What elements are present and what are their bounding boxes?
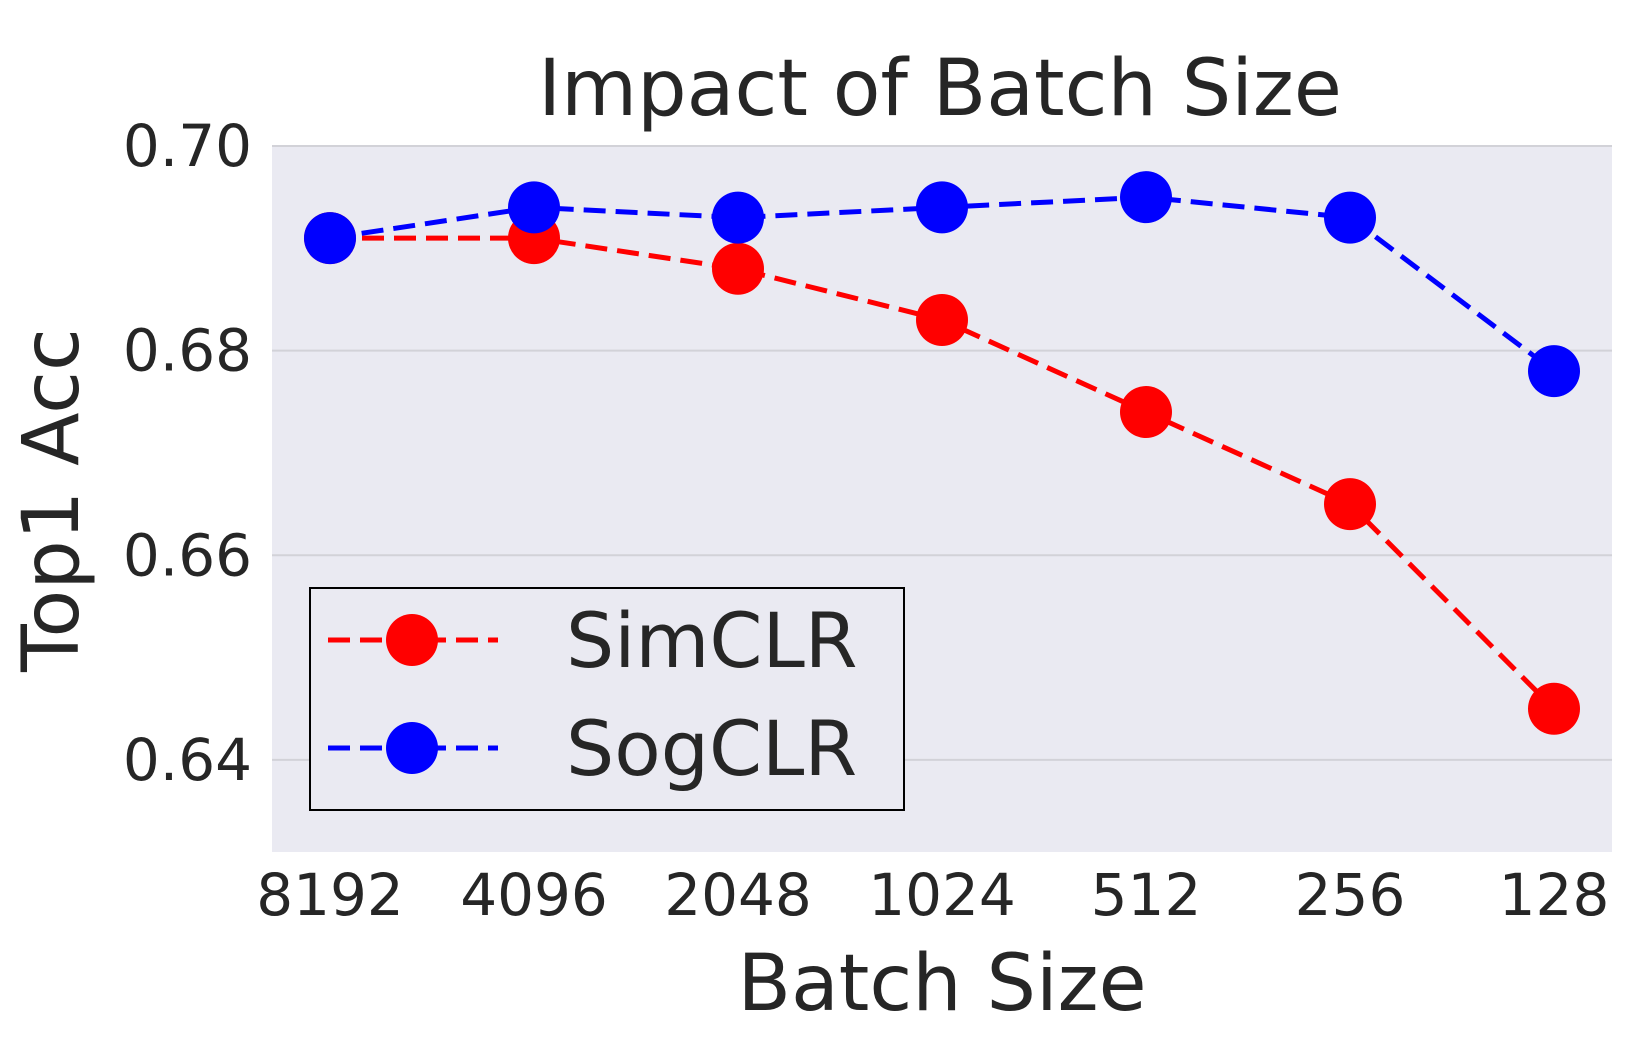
series-sogclr [304, 171, 1580, 398]
data-point [712, 242, 764, 295]
y-tick-label: 0.64 [123, 726, 252, 794]
y-tick-label: 0.70 [123, 112, 252, 180]
y-axis-ticks: 0.64 0.66 0.68 0.70 [123, 112, 252, 794]
y-tick-label: 0.68 [123, 317, 252, 385]
series-layer [304, 171, 1580, 735]
chart-title: Impact of Batch Size [538, 44, 1342, 134]
data-point [1120, 386, 1172, 439]
legend-label: SogCLR [566, 704, 857, 793]
x-axis-label: Batch Size [737, 939, 1146, 1029]
legend: SimCLR SogCLR [309, 587, 905, 811]
data-point [712, 191, 764, 244]
x-tick-label: 1024 [868, 861, 1016, 929]
x-tick-label: 512 [1091, 861, 1202, 929]
x-tick-label: 8192 [256, 861, 404, 929]
legend-label: SimCLR [566, 596, 858, 685]
x-tick-label: 256 [1295, 861, 1406, 929]
data-point [1324, 191, 1376, 244]
data-point [916, 293, 968, 346]
data-point [1528, 682, 1580, 735]
data-point [1528, 345, 1580, 398]
data-point [916, 181, 968, 234]
legend-item-sogclr: SogCLR [328, 704, 857, 793]
legend-item-simclr: SimCLR [328, 596, 858, 685]
x-tick-label: 128 [1499, 861, 1610, 929]
data-point [1120, 171, 1172, 224]
x-tick-label: 2048 [664, 861, 812, 929]
y-tick-label: 0.66 [123, 521, 252, 589]
x-axis-ticks: 8192 4096 2048 1024 512 256 128 [256, 861, 1609, 929]
data-point [1324, 478, 1376, 531]
x-tick-label: 4096 [460, 861, 608, 929]
data-point [304, 212, 356, 265]
legend-marker [386, 722, 438, 774]
y-axis-label: Top1 Acc [7, 328, 97, 673]
data-point [508, 181, 560, 234]
legend-marker [386, 614, 438, 666]
